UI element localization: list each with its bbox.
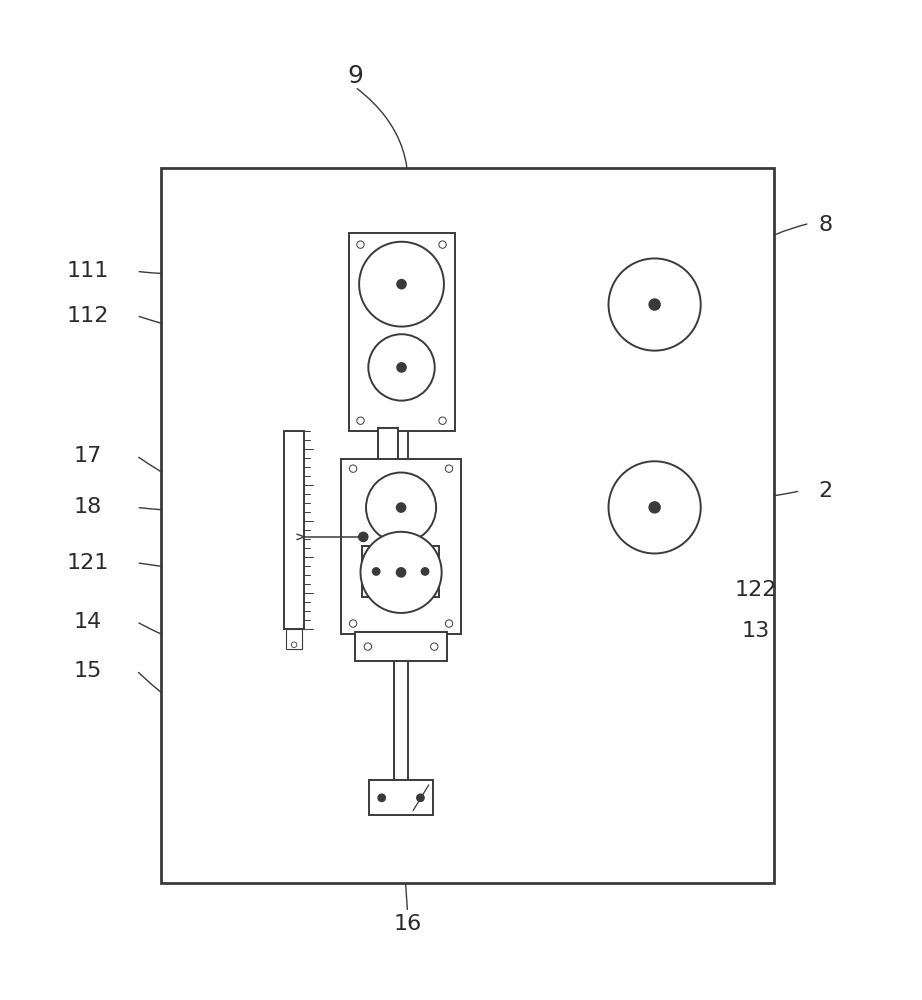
Text: 2: 2 [818,481,833,501]
Circle shape [359,242,444,327]
Circle shape [396,280,406,289]
Text: 18: 18 [74,497,101,517]
Circle shape [357,241,364,248]
Circle shape [359,532,368,541]
Text: 121: 121 [66,553,109,573]
Bar [362,546,439,597]
Text: 9: 9 [347,64,363,88]
Bar [284,431,304,629]
Bar [161,168,774,883]
Circle shape [609,461,701,553]
Circle shape [439,241,446,248]
Circle shape [349,620,357,627]
Circle shape [368,334,435,401]
Circle shape [396,363,406,372]
Text: 17: 17 [74,446,101,466]
Circle shape [378,794,385,801]
Circle shape [366,473,436,543]
Circle shape [421,568,429,575]
Bar [286,629,302,649]
Circle shape [445,620,453,627]
Circle shape [417,794,424,801]
Circle shape [445,465,453,472]
Text: 112: 112 [66,306,109,326]
Circle shape [372,568,380,575]
Circle shape [396,568,406,577]
Circle shape [291,642,297,648]
Circle shape [439,417,446,424]
Circle shape [649,299,660,310]
Text: 13: 13 [742,621,770,641]
Circle shape [431,643,438,650]
Text: 15: 15 [74,661,101,681]
Circle shape [649,502,660,513]
Text: 8: 8 [818,215,833,235]
Circle shape [396,503,406,512]
Bar [349,233,455,431]
Text: 111: 111 [66,261,109,281]
Circle shape [349,465,357,472]
Text: 16: 16 [394,914,421,934]
Circle shape [364,643,372,650]
Bar [378,428,398,463]
Circle shape [609,258,701,351]
Bar [355,632,447,661]
Text: 122: 122 [735,580,777,600]
Circle shape [361,532,442,613]
Bar [341,459,461,634]
Bar [369,780,433,815]
Circle shape [357,417,364,424]
Text: 14: 14 [74,612,101,632]
